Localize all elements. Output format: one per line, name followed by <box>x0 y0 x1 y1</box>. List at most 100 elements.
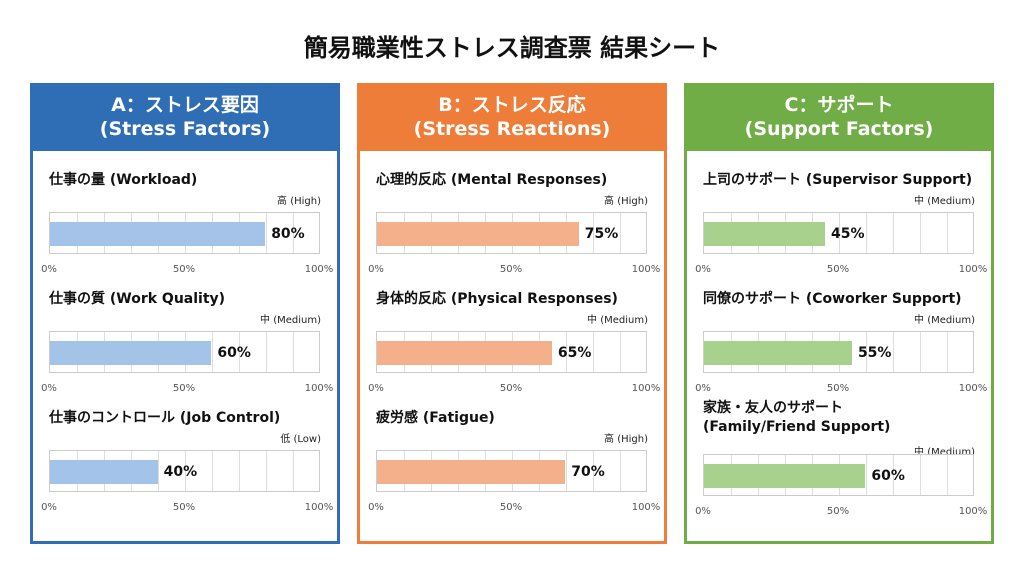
tick-label: 0% <box>368 264 384 275</box>
metric-item: 心理的反応 (Mental Responses) 高 (High) 75% 0% 50%… <box>360 171 664 290</box>
grid-line <box>593 332 594 372</box>
grid-line <box>866 213 867 253</box>
level-label: 中 (Medium) <box>914 196 975 207</box>
grid-line <box>185 451 186 491</box>
level-label: 低 (Low) <box>280 434 321 445</box>
grid-line <box>266 451 267 491</box>
level-label: 中 (Medium) <box>914 315 975 326</box>
panel-header: C：サポート (Support Factors) <box>687 86 991 151</box>
metric-item: 仕事の量 (Workload) 高 (High) 80% 0% 50% 100% <box>33 171 337 290</box>
level-label: 高 (High) <box>604 196 648 207</box>
grid-line <box>266 332 267 372</box>
metric-label: 同僚のサポート (Coworker Support) <box>703 291 962 307</box>
metric-item: 身体的反応 (Physical Responses) 中 (Medium) 65% 0… <box>360 290 664 409</box>
grid-line <box>866 332 867 372</box>
grid-line <box>947 213 948 253</box>
bar-chart: 55% <box>703 331 974 373</box>
grid-line <box>593 213 594 253</box>
bar-chart: 75% <box>376 212 647 254</box>
tick-label: 100% <box>958 264 988 275</box>
bar-chart: 60% <box>703 454 974 496</box>
grid-line <box>620 332 621 372</box>
tick-label: 100% <box>958 383 988 394</box>
panel-c: C：サポート (Support Factors) 上司のサポート (Supervis… <box>684 83 994 544</box>
grid-line <box>893 455 894 495</box>
grid-line <box>566 451 567 491</box>
panel-heading: A：ストレス要因 <box>111 94 259 116</box>
panel-a: A：ストレス要因 (Stress Factors) 仕事の量 (Workload) 高… <box>30 83 340 544</box>
metric-item: 仕事のコントロール (Job Control) 低 (Low) 40% 0% 50% 10… <box>33 409 337 528</box>
bar-chart: 45% <box>703 212 974 254</box>
tick-label: 0% <box>41 383 57 394</box>
tick-label: 50% <box>826 383 850 394</box>
grid-line <box>212 332 213 372</box>
tick-label: 50% <box>172 264 196 275</box>
metric-label: 身体的反応 (Physical Responses) <box>376 291 618 307</box>
bar <box>50 341 212 365</box>
bar-chart: 65% <box>376 331 647 373</box>
panel-b: B：ストレス反応 (Stress Reactions) 心理的反応 (Mental … <box>357 83 667 544</box>
tick-label: 100% <box>958 506 988 517</box>
grid-line <box>866 455 867 495</box>
tick-label: 0% <box>695 264 711 275</box>
metric-label: 仕事の質 (Work Quality) <box>49 291 226 307</box>
panel-heading: B：ストレス反応 <box>438 94 586 116</box>
value-label: 70% <box>571 464 605 480</box>
metric-item: 疲労感 (Fatigue) 高 (High) 70% 0% 50% 100% <box>360 409 664 528</box>
grid-line <box>920 332 921 372</box>
bar <box>704 222 826 246</box>
grid-line <box>266 213 267 253</box>
grid-line <box>158 451 159 491</box>
panel-header: A：ストレス要因 (Stress Factors) <box>33 86 337 151</box>
metric-item: 仕事の質 (Work Quality) 中 (Medium) 60% 0% 50% 100… <box>33 290 337 409</box>
panel-header: B：ストレス反応 (Stress Reactions) <box>360 86 664 151</box>
tick-label: 50% <box>499 383 523 394</box>
level-label: 中 (Medium) <box>587 315 648 326</box>
bar-chart: 80% <box>49 212 320 254</box>
tick-label: 50% <box>172 502 196 513</box>
bar-chart: 60% <box>49 331 320 373</box>
grid-line <box>947 455 948 495</box>
grid-line <box>920 455 921 495</box>
level-label: 中 (Medium) <box>260 315 321 326</box>
tick-label: 0% <box>41 502 57 513</box>
metric-item: 家族・友人のサポート (Family/Friend Support) 中 (Med… <box>687 400 991 528</box>
bar <box>377 341 552 365</box>
grid-line <box>293 332 294 372</box>
tick-label: 0% <box>368 383 384 394</box>
grid-line <box>566 332 567 372</box>
value-label: 80% <box>271 226 305 242</box>
metric-label: 心理的反応 (Mental Responses) <box>376 172 608 188</box>
grid-line <box>839 213 840 253</box>
metric-label: 仕事のコントロール (Job Control) <box>49 410 281 426</box>
grid-line <box>947 332 948 372</box>
bar <box>377 460 566 484</box>
grid-line <box>593 451 594 491</box>
tick-label: 50% <box>172 383 196 394</box>
bar-chart: 40% <box>49 450 320 492</box>
tick-label: 0% <box>41 264 57 275</box>
bar <box>50 222 266 246</box>
metric-label: 上司のサポート (Supervisor Support) <box>703 172 973 188</box>
level-label: 高 (High) <box>604 434 648 445</box>
grid-line <box>293 451 294 491</box>
tick-label: 100% <box>631 264 661 275</box>
bar <box>704 341 852 365</box>
tick-label: 50% <box>826 264 850 275</box>
metric-label: 家族・友人のサポート (Family/Friend Support) <box>703 400 891 435</box>
tick-label: 50% <box>826 506 850 517</box>
grid-line <box>239 451 240 491</box>
grid-line <box>893 332 894 372</box>
bar <box>50 460 158 484</box>
metric-label: 疲労感 (Fatigue) <box>376 410 495 426</box>
page-title: 簡易職業性ストレス調査票 結果シート <box>303 34 721 62</box>
tick-label: 50% <box>499 264 523 275</box>
panel-subheading: (Stress Factors) <box>99 118 271 140</box>
panel-heading: C：サポート <box>784 94 894 116</box>
grid-line <box>893 213 894 253</box>
bar-chart: 70% <box>376 450 647 492</box>
grid-line <box>620 213 621 253</box>
grid-line <box>212 451 213 491</box>
metric-item: 同僚のサポート (Coworker Support) 中 (Medium) 55% 0… <box>687 290 991 409</box>
grid-line <box>620 451 621 491</box>
